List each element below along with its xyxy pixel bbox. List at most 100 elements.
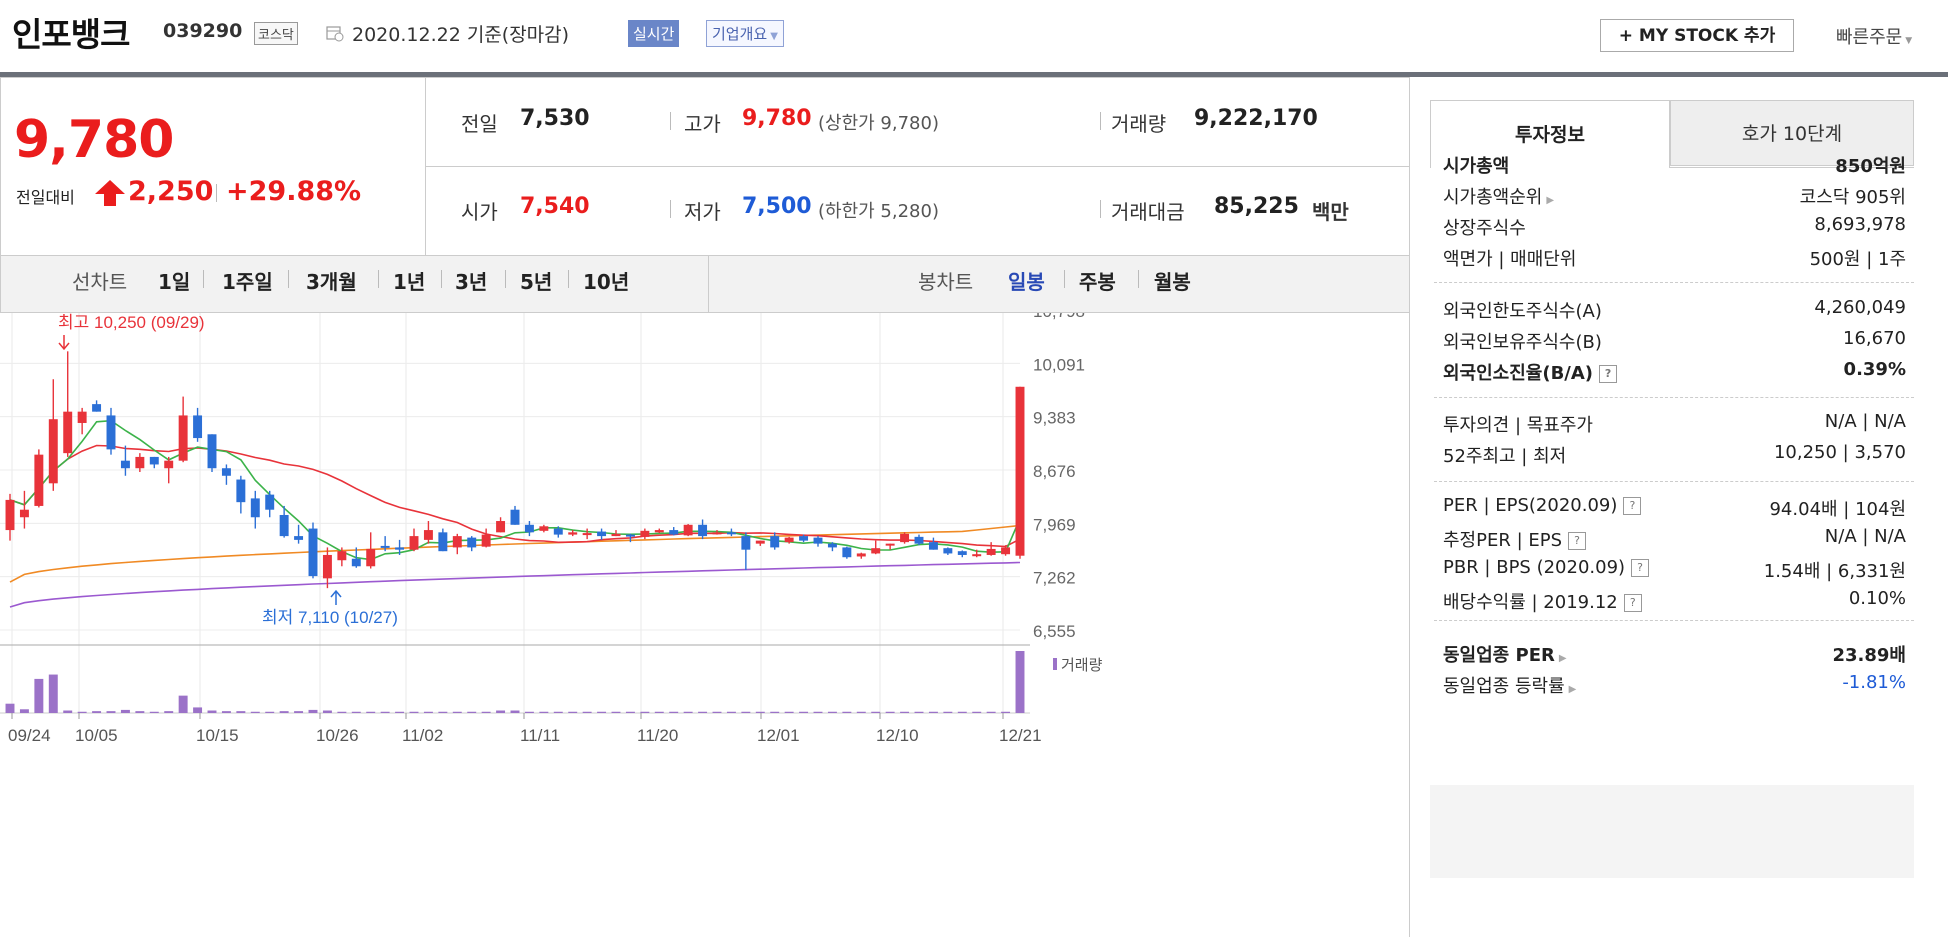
period-5y[interactable]: 5년	[520, 270, 553, 294]
candle-body	[1015, 386, 1025, 556]
y-tick-label: 10,798	[1033, 313, 1085, 321]
info-label[interactable]: PER | EPS(2020.09)?	[1443, 495, 1642, 516]
candle-body	[63, 411, 73, 454]
candle-body	[106, 415, 116, 450]
high-value: 9,780	[742, 106, 812, 131]
change-label: 전일대비	[16, 188, 75, 207]
y-tick-label: 6,555	[1033, 622, 1076, 641]
candle-body	[164, 460, 174, 469]
calendar-icon	[326, 26, 344, 42]
y-tick-label: 7,262	[1033, 569, 1076, 588]
candle-monthly[interactable]: 월봉	[1154, 270, 1191, 294]
info-label-text: 외국인보유주식수(B)	[1443, 332, 1602, 353]
candle-body	[221, 468, 231, 476]
candle-body	[452, 536, 462, 548]
y-tick-label: 7,969	[1033, 515, 1076, 534]
low-label: 저가	[684, 200, 721, 224]
dashed-divider	[1434, 481, 1914, 482]
info-value: 10,250 | 3,570	[1773, 442, 1906, 463]
period-1d[interactable]: 1일	[158, 270, 191, 294]
ma20-line	[9, 444, 1021, 548]
period-10y[interactable]: 10년	[583, 270, 630, 294]
volume-bar	[265, 711, 275, 713]
period-1y[interactable]: 1년	[393, 270, 426, 294]
candle-body	[914, 536, 924, 544]
volume-bar	[409, 711, 419, 713]
volume-bar	[568, 711, 578, 713]
info-label[interactable]: 시가총액순위 ▶	[1443, 183, 1554, 209]
info-label-text: 투자의견 | 목표주가	[1443, 415, 1593, 436]
separator	[288, 270, 289, 288]
volume-bar	[524, 711, 534, 713]
volume-bar	[510, 710, 520, 713]
period-3y[interactable]: 3년	[455, 270, 488, 294]
quick-order-button[interactable]: 빠른주문 ▼	[1836, 23, 1912, 49]
stock-name: 인포뱅크	[12, 15, 130, 54]
chevron-down-icon: ▼	[770, 31, 778, 42]
dashed-divider	[1434, 397, 1914, 398]
current-price: 9,780	[14, 110, 174, 170]
separator	[670, 200, 671, 218]
help-icon[interactable]: ?	[1568, 532, 1587, 550]
separator	[568, 270, 569, 288]
candle-body	[827, 543, 837, 548]
candle-body	[712, 532, 722, 535]
info-label: 투자의견 | 목표주가	[1443, 411, 1593, 437]
volume-bar	[395, 711, 405, 713]
info-label[interactable]: PBR | BPS (2020.09)?	[1443, 557, 1650, 578]
info-value: 23.89배	[1832, 645, 1907, 666]
candlestick-chart[interactable]: 10,79810,0919,3838,6767,9697,2626,555520…	[0, 313, 1410, 936]
realtime-button[interactable]: 실시간	[628, 20, 680, 47]
info-label[interactable]: 동일업종 PER ▶	[1443, 641, 1567, 667]
info-value: 94.04배 | 104원	[1769, 499, 1906, 520]
volume-bar	[928, 711, 938, 713]
info-label-text: 배당수익률 | 2019.12	[1443, 592, 1618, 613]
volume-bar	[654, 711, 664, 713]
volume-bar	[135, 711, 145, 713]
info-label[interactable]: 외국인소진율(B/A)?	[1443, 359, 1618, 385]
company-overview-dropdown[interactable]: 기업개요 ▼	[706, 20, 784, 47]
help-icon[interactable]: ?	[1599, 365, 1618, 383]
candle-weekly[interactable]: 주봉	[1079, 270, 1116, 294]
separator	[1100, 200, 1101, 218]
volume-bar	[597, 711, 607, 713]
volume-bar	[741, 711, 751, 713]
candle-body	[423, 530, 433, 540]
candle-body	[481, 534, 491, 547]
candle-body	[1001, 547, 1011, 555]
candle-body	[755, 540, 765, 544]
market-badge: 코스닥	[254, 22, 298, 45]
x-tick-label: 11/20	[637, 726, 678, 745]
info-label[interactable]: 추정PER | EPS?	[1443, 526, 1587, 552]
candle-body	[625, 534, 635, 537]
period-3m[interactable]: 3개월	[306, 270, 357, 294]
help-icon[interactable]: ?	[1631, 559, 1650, 577]
tab-order-book[interactable]: 호가 10단계	[1670, 100, 1914, 166]
x-tick-label: 12/01	[757, 726, 800, 745]
add-my-stock-button[interactable]: + MY STOCK 추가	[1600, 19, 1794, 52]
divider	[1409, 77, 1410, 937]
amount-label: 거래대금	[1111, 200, 1185, 224]
volume-bar	[294, 711, 304, 713]
candle-body	[741, 536, 751, 550]
help-icon[interactable]: ?	[1623, 497, 1642, 515]
candle-chart-label: 봉차트	[918, 270, 974, 294]
x-tick-label: 12/10	[876, 726, 919, 745]
candle-body	[957, 551, 967, 555]
tab-investment-info[interactable]: 투자정보	[1430, 100, 1670, 168]
info-value: 500원 | 1주	[1809, 249, 1906, 270]
candle-body	[900, 533, 910, 543]
chevron-right-icon: ▶	[1558, 653, 1567, 664]
volume-bar	[669, 711, 679, 713]
info-label-text: 시가총액	[1443, 156, 1510, 177]
help-icon[interactable]: ?	[1623, 594, 1642, 612]
separator	[378, 270, 379, 288]
separator	[1100, 112, 1101, 130]
info-label[interactable]: 배당수익률 | 2019.12?	[1443, 588, 1642, 614]
period-1w[interactable]: 1주일	[222, 270, 273, 294]
info-label[interactable]: 동일업종 등락률 ▶	[1443, 672, 1576, 698]
candle-body	[178, 415, 188, 461]
candle-daily[interactable]: 일봉	[1008, 270, 1045, 294]
candle-body	[438, 532, 448, 552]
volume-bar	[611, 711, 621, 713]
